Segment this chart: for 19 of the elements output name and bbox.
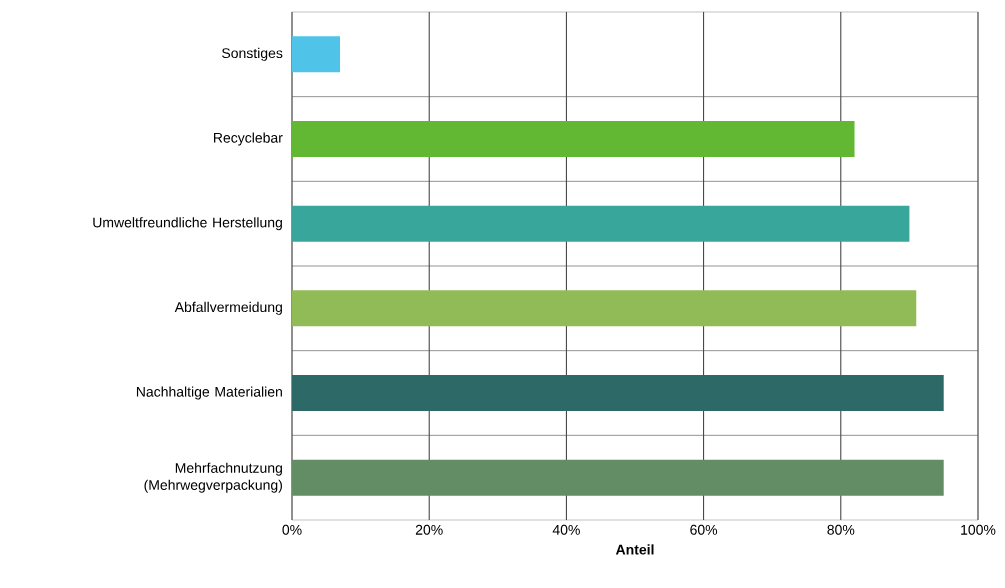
- bar: [292, 121, 855, 157]
- bar: [292, 36, 341, 73]
- y-tick-label: Umweltfreundliche Herstellung: [93, 217, 282, 231]
- bar: [292, 459, 944, 496]
- bar: [292, 205, 910, 242]
- x-tick-label: 60%: [690, 524, 718, 535]
- x-tick-label: 40%: [552, 524, 580, 535]
- bar: [292, 375, 944, 411]
- y-tick-label: Sonstiges: [222, 47, 283, 61]
- y-tick-label: Nachhaltige Materialien: [136, 386, 282, 400]
- x-tick-label: 0%: [282, 524, 302, 535]
- y-tick-label: Mehrfachnutzung (Mehrwegverpackung): [144, 462, 282, 493]
- bar: [292, 290, 917, 327]
- x-axis-title: Anteil: [615, 544, 654, 555]
- x-tick-label: 80%: [827, 524, 855, 535]
- y-tick-label: Abfallvermeidung: [174, 301, 282, 315]
- x-tick-label: 20%: [415, 524, 443, 535]
- x-tick-label: 100%: [961, 524, 996, 535]
- y-tick-label: Recyclebar: [214, 132, 283, 146]
